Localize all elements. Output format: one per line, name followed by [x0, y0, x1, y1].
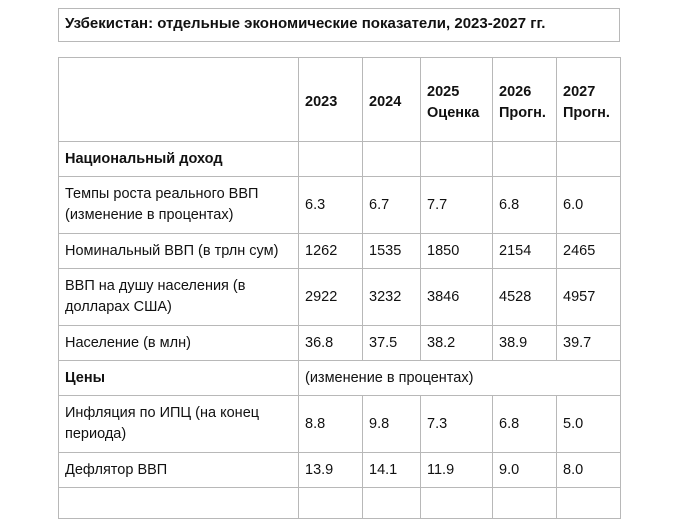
cell-value: 8.0 [556, 452, 621, 488]
header-empty-cell [58, 57, 299, 142]
cell-value: 7.3 [420, 395, 493, 453]
cell-value: 39.7 [556, 325, 621, 361]
table-row: Номинальный ВВП (в трлн сум) 1262 1535 1… [58, 233, 621, 269]
cell-value: 38.2 [420, 325, 493, 361]
cell-value: 5.0 [556, 395, 621, 453]
cell-value: 2465 [556, 233, 621, 269]
cell-value: 36.8 [298, 325, 363, 361]
section-label: Цены [58, 360, 299, 396]
indicators-table: 2023 2024 2025 Оценка 2026 Прогн. 2027 П… [58, 57, 621, 519]
table-title: Узбекистан: отдельные экономические пока… [58, 8, 620, 42]
row-label: Дефлятор ВВП [58, 452, 299, 488]
cell-value: 6.3 [298, 176, 363, 234]
table-row: Население (в млн) 36.8 37.5 38.2 38.9 39… [58, 325, 621, 361]
cell-value: 4957 [556, 268, 621, 326]
year-header-2024: 2024 [362, 57, 421, 142]
cell-value: 4528 [492, 268, 557, 326]
section-row-national-income: Национальный доход [58, 141, 621, 177]
table-row-partial [58, 487, 621, 519]
cell-value: 6.0 [556, 176, 621, 234]
cell-value: 3232 [362, 268, 421, 326]
cell-value: 9.8 [362, 395, 421, 453]
section-note: (изменение в процентах) [298, 360, 621, 396]
section-label: Национальный доход [58, 141, 299, 177]
cell-value: 2154 [492, 233, 557, 269]
cell-value: 3846 [420, 268, 493, 326]
table-row: Дефлятор ВВП 13.9 14.1 11.9 9.0 8.0 [58, 452, 621, 488]
row-label: Население (в млн) [58, 325, 299, 361]
row-label: Темпы роста реального ВВП (изменение в п… [58, 176, 299, 234]
header-row: 2023 2024 2025 Оценка 2026 Прогн. 2027 П… [58, 57, 621, 142]
year-header-2023: 2023 [298, 57, 363, 142]
row-label: ВВП на душу населения (в долларах США) [58, 268, 299, 326]
year-header-2025: 2025 Оценка [420, 57, 493, 142]
cell-value: 8.8 [298, 395, 363, 453]
year-header-2026: 2026 Прогн. [492, 57, 557, 142]
table-row: ВВП на душу населения (в долларах США) 2… [58, 268, 621, 326]
table-row: Темпы роста реального ВВП (изменение в п… [58, 176, 621, 234]
cell-value: 38.9 [492, 325, 557, 361]
cell-value: 2922 [298, 268, 363, 326]
cell-value: 1535 [362, 233, 421, 269]
year-header-2027: 2027 Прогн. [556, 57, 621, 142]
cell-value: 6.7 [362, 176, 421, 234]
cell-value: 1850 [420, 233, 493, 269]
cell-value: 11.9 [420, 452, 493, 488]
cell-value: 37.5 [362, 325, 421, 361]
cell-value: 13.9 [298, 452, 363, 488]
cell-value: 1262 [298, 233, 363, 269]
cell-value: 14.1 [362, 452, 421, 488]
row-label: Инфляция по ИПЦ (на конец периода) [58, 395, 299, 453]
cell-value: 7.7 [420, 176, 493, 234]
section-row-prices: Цены (изменение в процентах) [58, 360, 621, 396]
row-label: Номинальный ВВП (в трлн сум) [58, 233, 299, 269]
cell-value: 9.0 [492, 452, 557, 488]
cell-value: 6.8 [492, 395, 557, 453]
table-row: Инфляция по ИПЦ (на конец периода) 8.8 9… [58, 395, 621, 453]
cell-value: 6.8 [492, 176, 557, 234]
